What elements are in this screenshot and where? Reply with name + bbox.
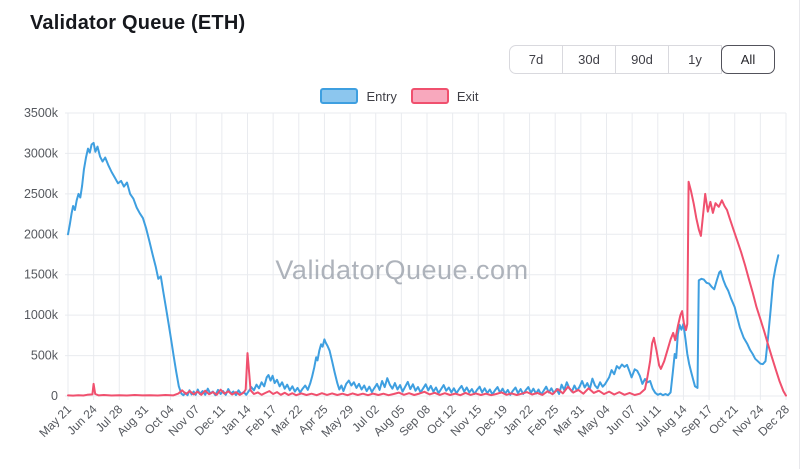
range-selector: 7d 30d 90d 1y All [509, 45, 775, 74]
x-axis-label: Jun 07 [603, 402, 639, 438]
x-axis-label: Jun 24 [64, 402, 100, 438]
y-axis-label: 0 [51, 389, 58, 403]
series-line-entry [67, 141, 780, 397]
legend-item-exit[interactable]: Exit [410, 88, 479, 104]
y-axis-label: 1500k [24, 268, 59, 282]
y-axis-label: 3500k [24, 106, 59, 120]
range-button-all[interactable]: All [721, 45, 775, 74]
legend-exit-swatch-icon [410, 88, 449, 104]
watermark: ValidatorQueue.com [275, 255, 528, 285]
page-title: Validator Queue (ETH) [30, 12, 246, 34]
y-axis-label: 2500k [24, 187, 59, 201]
y-axis-label: 1000k [24, 308, 59, 322]
legend-entry-label: Entry [366, 88, 397, 104]
y-axis-label: 2000k [24, 227, 59, 241]
range-button-90d[interactable]: 90d [615, 45, 669, 74]
y-axis-label: 3000k [24, 146, 59, 160]
legend-entry-swatch-icon [320, 88, 359, 104]
legend-exit-label: Exit [456, 88, 479, 104]
y-axis-label: 500k [31, 349, 59, 363]
series-line-exit [67, 180, 787, 397]
legend: Entry Exit [0, 88, 799, 104]
legend-item-entry[interactable]: Entry [320, 88, 397, 104]
x-axis-label: May 21 [36, 402, 74, 440]
